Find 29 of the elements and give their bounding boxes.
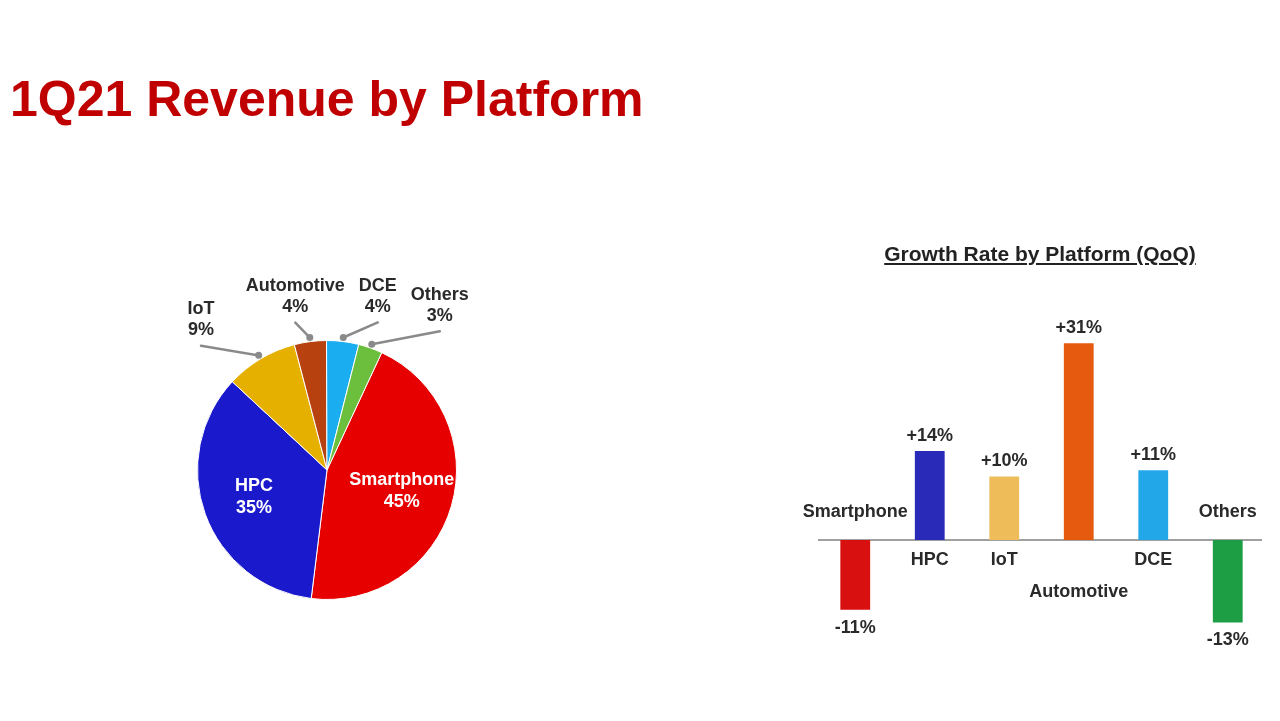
- slice-label: Smartphone: [349, 469, 455, 490]
- bar: [840, 539, 871, 610]
- data-label: +10%: [980, 450, 1028, 471]
- chart-title: 1Q21 Revenue by Platform: [10, 70, 644, 128]
- bar: [1063, 343, 1094, 540]
- bar: [1212, 539, 1243, 623]
- data-label: 9%: [188, 319, 215, 340]
- slice-label: Others: [410, 283, 469, 304]
- bar: [989, 476, 1020, 540]
- data-label: -13%: [1206, 629, 1249, 650]
- x-tick-label: HPC: [910, 548, 949, 569]
- slice-label: DCE: [358, 274, 397, 295]
- data-label: +31%: [1055, 317, 1103, 338]
- data-label: 35%: [235, 496, 272, 517]
- bar: [914, 451, 945, 540]
- bar: [1138, 470, 1169, 540]
- data-label: 4%: [282, 296, 309, 317]
- slice-label: HPC: [234, 474, 273, 495]
- slice-label: IoT: [187, 298, 215, 319]
- slice-label: Automotive: [245, 275, 345, 296]
- data-label: +11%: [1130, 444, 1177, 465]
- data-label: 3%: [426, 304, 453, 325]
- data-label: 4%: [364, 295, 391, 316]
- data-label: +14%: [906, 425, 954, 446]
- x-tick-label: DCE: [1134, 548, 1173, 569]
- x-tick-label: IoT: [990, 548, 1018, 569]
- chart-title: Growth Rate by Platform (QoQ): [883, 241, 1197, 267]
- data-label: -11%: [834, 616, 876, 637]
- data-label: 45%: [383, 491, 420, 512]
